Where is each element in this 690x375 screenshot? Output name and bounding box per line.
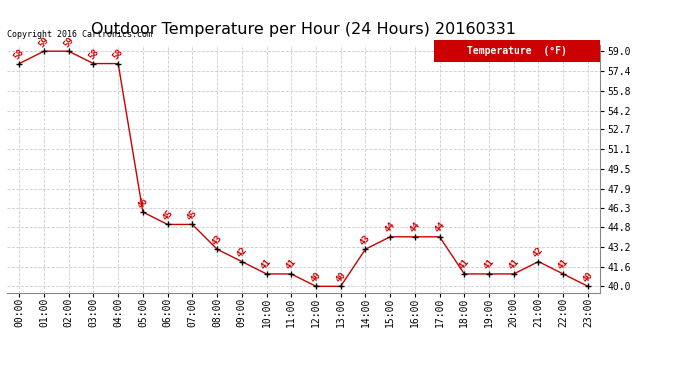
Text: 41: 41 [507,258,521,272]
Text: 41: 41 [556,258,570,272]
Text: 40: 40 [309,270,323,284]
Text: 42: 42 [235,245,248,260]
Text: 45: 45 [186,208,199,222]
Text: 41: 41 [284,258,298,272]
Text: 44: 44 [383,220,397,235]
Text: 43: 43 [210,233,224,247]
Text: 44: 44 [408,220,422,235]
Text: 46: 46 [136,196,150,210]
Text: 58: 58 [111,47,125,62]
Text: 58: 58 [12,47,26,62]
Text: 59: 59 [37,35,51,49]
Text: 45: 45 [161,208,175,222]
Text: 40: 40 [581,270,595,284]
Text: 42: 42 [531,245,545,260]
Text: 59: 59 [62,35,76,49]
Title: Outdoor Temperature per Hour (24 Hours) 20160331: Outdoor Temperature per Hour (24 Hours) … [91,22,516,38]
Text: 58: 58 [86,47,100,62]
Text: 43: 43 [359,233,373,247]
Text: 41: 41 [259,258,273,272]
Text: 41: 41 [482,258,496,272]
Text: 41: 41 [457,258,471,272]
Text: Copyright 2016 Cartronics.com: Copyright 2016 Cartronics.com [7,30,152,39]
Text: 40: 40 [334,270,348,284]
Text: 44: 44 [433,220,446,235]
